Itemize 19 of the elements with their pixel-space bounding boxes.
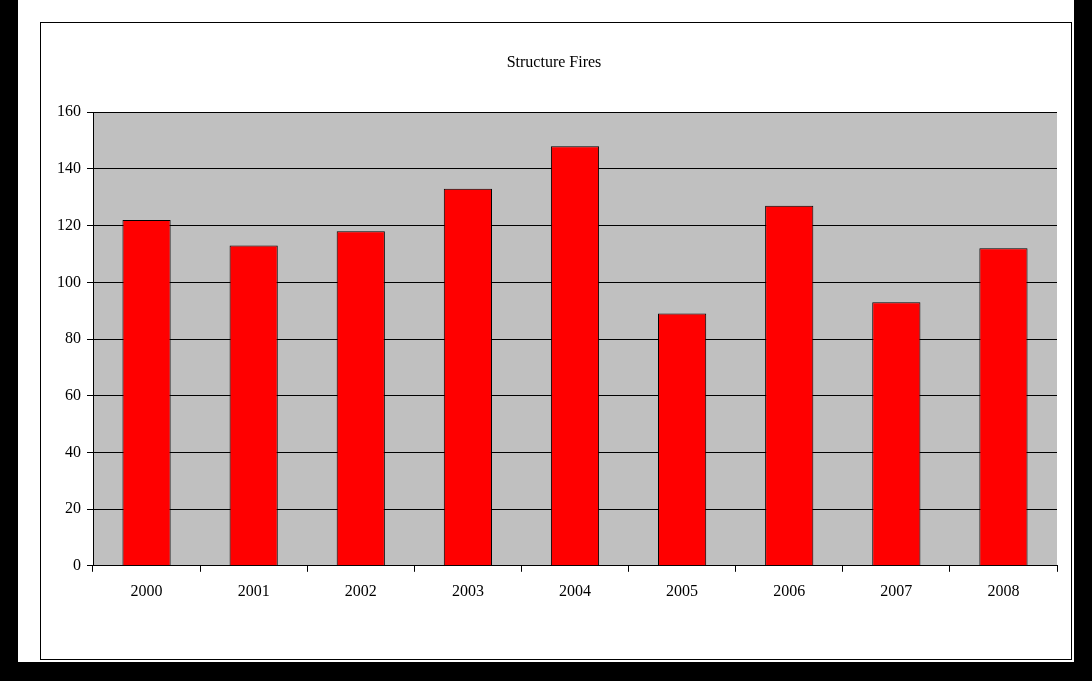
y-tick-label: 40 [65,442,81,460]
y-tick-label: 80 [65,329,81,347]
y-tick-label: 0 [73,556,81,573]
x-tick-label: 2004 [559,581,591,599]
y-tick-label: 100 [57,272,81,290]
x-tick-label: 2002 [344,581,377,599]
y-tick-label: 60 [65,385,81,403]
x-tick-label: 2005 [666,581,699,599]
x-tick-label: 2006 [773,581,806,599]
x-tick-label: 2000 [130,581,163,599]
x-tick-label: 2001 [237,581,270,599]
x-tick-label: 2003 [451,581,484,599]
y-tick-label: 140 [57,159,81,177]
chart-title: Structure Fires [506,52,602,70]
y-tick-label: 160 [57,102,81,120]
y-tick-label: 20 [65,499,81,517]
x-tick-label: 2008 [987,581,1020,599]
x-tick-label: 2007 [880,581,913,599]
y-tick-label: 120 [57,215,81,233]
